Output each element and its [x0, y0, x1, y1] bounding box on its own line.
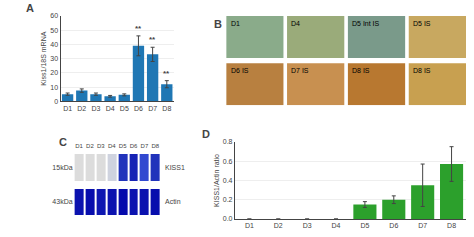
svg-text:D4: D4 — [108, 143, 116, 149]
svg-text:Kiss1/18S mRNA: Kiss1/18S mRNA — [40, 31, 47, 85]
svg-text:D5: D5 — [119, 143, 127, 149]
svg-text:50: 50 — [50, 27, 58, 34]
svg-text:D1: D1 — [231, 20, 240, 27]
svg-text:D6: D6 — [130, 143, 138, 149]
svg-text:A: A — [26, 2, 34, 14]
svg-text:D3: D3 — [97, 143, 105, 149]
svg-text:60: 60 — [50, 12, 58, 19]
svg-text:15kDa: 15kDa — [52, 164, 72, 171]
svg-text:B: B — [214, 18, 222, 30]
svg-text:D7: D7 — [418, 222, 427, 229]
svg-text:D7 IS: D7 IS — [291, 67, 309, 74]
svg-text:KISS1: KISS1 — [165, 164, 185, 171]
svg-text:C: C — [59, 136, 67, 148]
svg-text:D7: D7 — [141, 143, 149, 149]
svg-text:**: ** — [149, 35, 156, 44]
svg-text:D5 Int IS: D5 Int IS — [352, 20, 380, 27]
svg-text:D1: D1 — [63, 105, 72, 112]
svg-text:D2: D2 — [86, 143, 94, 149]
svg-text:0.6: 0.6 — [223, 158, 233, 165]
svg-text:0.0: 0.0 — [223, 215, 233, 222]
svg-text:D4: D4 — [332, 222, 341, 229]
svg-text:Actin: Actin — [165, 198, 181, 205]
svg-text:40: 40 — [50, 41, 58, 48]
svg-text:D1: D1 — [245, 222, 254, 229]
svg-text:**: ** — [163, 69, 170, 78]
svg-text:KISS1/Actin ratio: KISS1/Actin ratio — [213, 154, 220, 207]
svg-text:D4: D4 — [106, 105, 115, 112]
svg-text:D: D — [202, 128, 210, 140]
svg-text:D8: D8 — [162, 105, 171, 112]
svg-text:D4: D4 — [291, 20, 300, 27]
svg-text:D6: D6 — [134, 105, 143, 112]
svg-text:D1: D1 — [75, 143, 83, 149]
svg-text:10: 10 — [50, 84, 58, 91]
svg-text:D6 IS: D6 IS — [231, 67, 249, 74]
svg-text:D8: D8 — [447, 222, 456, 229]
svg-text:D5 IS: D5 IS — [413, 20, 431, 27]
svg-text:D7: D7 — [148, 105, 157, 112]
svg-text:43kDa: 43kDa — [52, 198, 72, 205]
svg-text:0.2: 0.2 — [223, 196, 233, 203]
svg-text:0.8: 0.8 — [223, 138, 233, 145]
svg-text:20: 20 — [50, 69, 58, 76]
svg-text:D8: D8 — [152, 143, 160, 149]
svg-text:D3: D3 — [303, 222, 312, 229]
svg-text:D6: D6 — [389, 222, 398, 229]
svg-text:D2: D2 — [274, 222, 283, 229]
svg-text:0.4: 0.4 — [223, 177, 233, 184]
svg-text:0: 0 — [54, 98, 58, 105]
svg-text:30: 30 — [50, 55, 58, 62]
svg-text:D2: D2 — [77, 105, 86, 112]
svg-text:D5: D5 — [120, 105, 129, 112]
svg-text:D5: D5 — [360, 222, 369, 229]
svg-text:D8 IS: D8 IS — [413, 67, 431, 74]
svg-text:D8 IS: D8 IS — [352, 67, 370, 74]
svg-text:**: ** — [135, 24, 142, 33]
svg-text:D3: D3 — [91, 105, 100, 112]
